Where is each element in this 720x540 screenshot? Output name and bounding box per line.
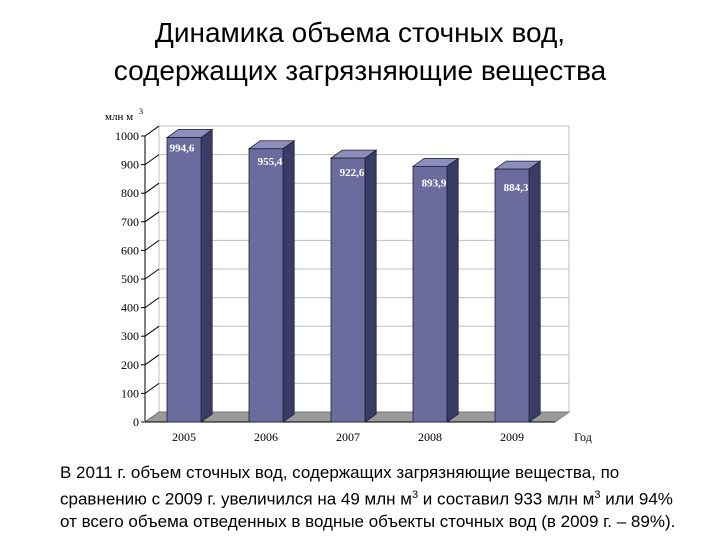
note-line-2-part-a: сравнению с 2009 г. увеличился на 49 млн…: [60, 489, 412, 509]
y-tick-label: 200: [121, 358, 139, 372]
bar-chart: 0 100 200 300 400 500 600 700 800 900 1000 млн м 3 99…: [95, 100, 630, 450]
bar-value-label: 994,6: [170, 143, 195, 155]
y-tick-label: 900: [121, 158, 139, 172]
slide-title: Динамика объема сточных вод, содержащих …: [0, 14, 720, 90]
bar: [330, 157, 366, 423]
note-superscript-1: 3: [411, 489, 419, 501]
gridline-diagonal: [144, 325, 160, 337]
bar-side: [282, 139, 295, 423]
y-axis-label-superscript: 3: [139, 107, 143, 116]
y-tick-label: 600: [121, 243, 139, 257]
bar-value-label: 893,9: [422, 177, 447, 189]
bar: [494, 168, 530, 423]
note-superscript-2: 3: [594, 489, 601, 501]
bar-side: [364, 149, 377, 423]
x-tick-label: 2005: [172, 430, 196, 444]
note-line-3: от всего объема отведенных в водные объе…: [60, 511, 676, 531]
x-axis-label: Год: [574, 430, 592, 444]
gridline-diagonal: [144, 211, 160, 223]
gridline-diagonal: [144, 182, 160, 194]
gridline-diagonal: [144, 354, 160, 366]
gridline-diagonal: [144, 297, 160, 309]
x-tick-label: 2007: [336, 430, 360, 444]
x-tick-label: 2006: [254, 430, 278, 444]
title-line-1: Динамика объема сточных вод,: [154, 17, 566, 48]
bar: [248, 148, 284, 423]
bar-value-label: 955,4: [258, 156, 283, 168]
summary-note: В 2011 г. объем сточных вод, содержащих …: [60, 462, 700, 533]
x-tick-label: 2009: [500, 430, 524, 444]
y-tick-label: 800: [121, 186, 139, 200]
bar-side: [446, 157, 459, 423]
note-line-2: сравнению с 2009 г. увеличился на 49 млн…: [60, 484, 700, 511]
bar-side: [200, 128, 213, 423]
chart-svg: 0 100 200 300 400 500 600 700 800 900 1000 млн м 3 99…: [105, 107, 592, 444]
bar: [166, 137, 202, 423]
y-tick-label: 500: [121, 272, 139, 286]
bar-value-label: 884,3: [504, 182, 529, 194]
y-tick-label: 300: [121, 329, 139, 343]
x-tick-label: 2008: [418, 430, 442, 444]
bar-side: [528, 160, 541, 423]
gridline-diagonal: [144, 125, 160, 137]
gridline-diagonal: [144, 382, 160, 394]
bar: [412, 165, 448, 423]
y-tick-label: 1000: [115, 129, 139, 143]
note-line-1: В 2011 г. объем сточных вод, содержащих …: [60, 463, 620, 482]
note-line-2-part-b: и составил 933 млн м: [418, 489, 595, 509]
gridline-diagonal: [144, 239, 160, 251]
y-tick-label: 100: [121, 386, 139, 400]
gridline-diagonal: [144, 268, 160, 280]
y-axis-label: млн м: [105, 111, 133, 123]
y-tick-label: 700: [121, 215, 139, 229]
bar-value-label: 922,6: [340, 167, 365, 179]
y-tick-label: 400: [121, 301, 139, 315]
gridline-diagonal: [144, 154, 160, 166]
y-tick-label: 0: [133, 415, 139, 429]
title-line-2: содержащих загрязняющие вещества: [113, 55, 607, 86]
note-line-2-part-c: или 94%: [600, 489, 673, 509]
